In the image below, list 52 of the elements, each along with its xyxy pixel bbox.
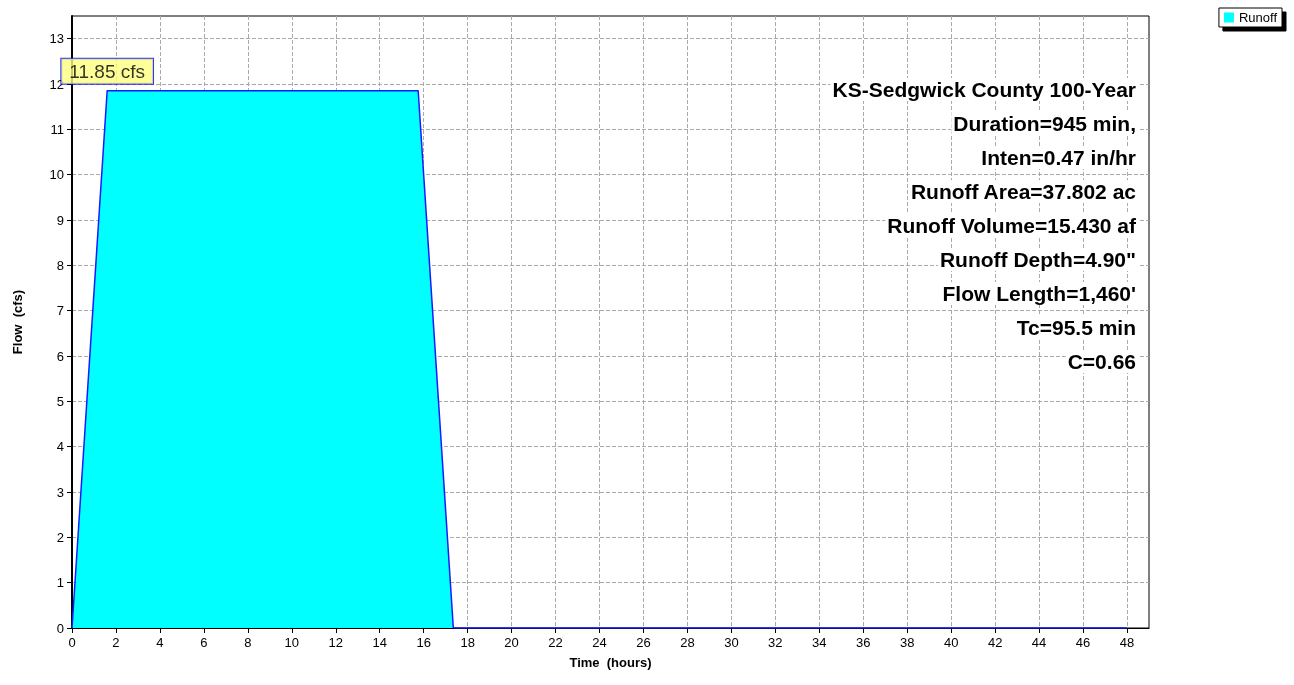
x-tick-label: 22 — [548, 635, 563, 650]
y-tick-label: 0 — [56, 620, 64, 636]
x-tick-label: 46 — [1075, 635, 1091, 650]
x-tick-label: 6 — [200, 635, 208, 650]
x-tick-label: 8 — [244, 635, 252, 650]
x-tick-label: 34 — [812, 635, 827, 650]
annotation: Duration=945 min, — [953, 112, 1136, 135]
y-tick-label: 13 — [49, 31, 64, 47]
x-tick-label: 32 — [768, 635, 783, 650]
y-tick-label: 9 — [56, 212, 64, 228]
annotation: Runoff Area=37.802 ac — [910, 180, 1137, 203]
annotation: Runoff Volume=15.430 af — [887, 214, 1137, 237]
annotation: 11.85 cfs — [69, 60, 146, 82]
annotation: KS-Sedgwick County 100-Year — [832, 78, 1136, 101]
x-tick-label: 44 — [1031, 635, 1047, 650]
x-axis-title: Time (hours) — [569, 655, 652, 670]
x-tick-label: 2 — [112, 635, 120, 650]
x-tick-label: 30 — [724, 635, 739, 650]
annotation: C=0.66 — [1067, 350, 1136, 373]
x-tick-label: 36 — [856, 635, 871, 650]
x-tick-label: 14 — [372, 635, 387, 650]
legend-label: Runoff — [1238, 10, 1278, 25]
x-tick-label: 16 — [416, 635, 431, 650]
x-tick-label: 40 — [943, 635, 959, 650]
x-tick-label: 42 — [987, 635, 1003, 650]
annotation: Inten=0.47 in/hr — [981, 146, 1136, 169]
x-tick-label: 48 — [1119, 635, 1135, 650]
y-axis-title: Flow (cfs) — [10, 289, 25, 355]
y-tick-label: 5 — [56, 393, 64, 409]
x-tick-label: 24 — [592, 635, 607, 650]
x-tick-label: 28 — [680, 635, 695, 650]
y-tick-label: 12 — [49, 76, 64, 92]
y-tick-label: 6 — [56, 348, 64, 364]
y-tick-label: 3 — [56, 484, 64, 500]
y-tick-label: 11 — [50, 121, 64, 137]
annotation: Runoff Depth=4.90" — [939, 248, 1136, 271]
x-tick-label: 20 — [504, 635, 519, 650]
y-tick-label: 7 — [56, 303, 64, 319]
x-tick-label: 10 — [284, 635, 300, 650]
y-tick-label: 1 — [56, 575, 64, 591]
y-tick-label: 10 — [49, 167, 64, 183]
y-tick-label: 4 — [56, 439, 64, 455]
x-tick-label: 0 — [68, 635, 76, 650]
x-tick-label: 38 — [899, 635, 915, 650]
x-tick-label: 12 — [328, 635, 343, 650]
annotation: Tc=95.5 min — [1016, 316, 1136, 339]
x-tick-label: 26 — [636, 635, 651, 650]
x-tick-label: 4 — [156, 635, 164, 650]
annotation: Flow Length=1,460' — [942, 282, 1136, 305]
y-tick-label: 2 — [56, 529, 64, 545]
x-tick-label: 18 — [460, 635, 475, 650]
y-tick-label: 8 — [56, 257, 64, 273]
